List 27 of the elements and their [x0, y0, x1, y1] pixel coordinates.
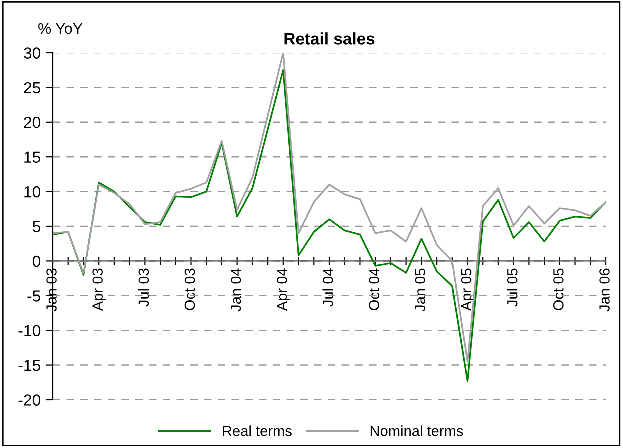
- y-tick-label: -5: [28, 290, 41, 302]
- y-tick-label: 20: [24, 117, 41, 128]
- y-tick-label: 30: [24, 48, 41, 59]
- x-tick-label: Oct 04: [369, 268, 380, 310]
- x-tick-label: Jul 03: [138, 268, 150, 307]
- y-tick-label: 15: [24, 152, 41, 164]
- x-tick-label: Apr 04: [277, 268, 290, 312]
- x-tick-label: Jul 05: [507, 268, 518, 307]
- chart-title: Retail sales: [284, 32, 375, 45]
- y-tick-label: -20: [18, 394, 41, 406]
- legend-label: Real terms: [223, 426, 292, 436]
- x-tick-label: Jan 05: [415, 268, 426, 312]
- y-tick-label: 10: [24, 186, 41, 198]
- x-tick-label: Jan 06: [600, 268, 610, 312]
- x-tick-label: Apr 03: [92, 268, 106, 312]
- x-tick-label: Oct 03: [184, 268, 196, 310]
- y-tick-label: -15: [18, 360, 41, 372]
- y-tick-label: -10: [18, 325, 41, 337]
- legend-label: Nominal terms: [370, 426, 464, 436]
- y-tick-label: 25: [24, 82, 41, 94]
- y-tick-label: 5: [32, 221, 41, 232]
- x-tick-label: Jan 04: [230, 268, 242, 312]
- x-tick-label: Apr 05: [461, 268, 475, 312]
- y-axis-title: % YoY: [38, 23, 83, 34]
- x-tick-label: Oct 05: [554, 268, 564, 310]
- y-tick-label: 0: [32, 256, 41, 268]
- x-tick-label: Jul 04: [322, 268, 334, 307]
